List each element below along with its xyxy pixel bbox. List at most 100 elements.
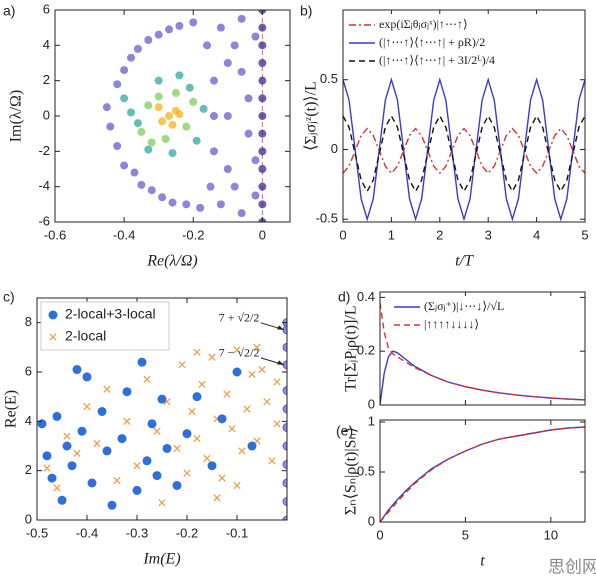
data-point [258,59,267,67]
panel-label: c) [3,289,15,305]
data-point [268,457,276,465]
axes-frame [342,9,586,223]
data-point [154,92,163,101]
data-line [380,426,585,522]
x-tick-label: -0.2 [176,525,198,540]
data-point [72,365,82,375]
data-point [273,420,281,428]
y-tick-label: -0.5 [316,211,338,226]
data-point [247,441,257,451]
data-point [233,346,241,354]
data-point [258,129,267,138]
panel-label: b) [300,3,312,19]
data-point [238,447,246,455]
y-axis-label: Re(E) [3,390,20,428]
data-point [168,149,177,158]
data-point [67,461,77,471]
data-point [127,108,136,117]
data-point [53,484,61,492]
data-point [228,425,236,433]
data-point [223,390,231,398]
data-point [218,474,226,482]
panel-label: d) [338,289,350,305]
data-point [178,360,186,369]
data-point [113,142,122,151]
data-point [189,97,198,106]
data-point [217,414,227,424]
data-line [380,302,585,401]
x-tick-label: -0.4 [113,227,135,242]
data-point [103,385,111,393]
data-point [282,404,287,414]
y-axis-label: Σₙ⟨Sₙ|ρ(t)|Sₙ⟩ [343,427,360,515]
data-point [230,182,239,191]
data-point [209,112,218,120]
data-point [117,434,127,444]
x-axis-label: Re(λ/Ω) [146,253,197,270]
legend-label: (|↑⋯↑⟩⟨↑⋯↑| + ρR)/2 [379,35,485,49]
x-tick-label: 10 [544,527,558,542]
legend-label: 2-local+3-local [65,306,156,322]
data-point [154,76,163,85]
y-tick-label: 4 [43,37,50,52]
axes-frame [379,419,586,523]
data-line [343,127,585,175]
data-point [102,103,111,112]
data-point [232,367,242,377]
data-point [258,182,267,191]
data-point [182,200,191,209]
legend-box [345,14,583,72]
data-point [258,147,267,156]
data-point [244,129,253,138]
data-point [107,500,117,510]
data-point [63,432,71,440]
data-point [122,387,132,397]
data-point [282,441,287,451]
data-point [223,112,232,120]
data-point [168,120,177,129]
axes-frame [379,291,586,406]
data-point [189,18,198,27]
x-tick-label: -0.2 [182,227,204,242]
panel-label: a) [3,3,15,19]
data-point [77,426,87,436]
data-point [158,117,167,126]
data-point [97,406,107,416]
y-tick-label: 6 [25,363,32,378]
x-tick-label: 3 [485,227,492,242]
x-tick-label: 0 [376,527,383,542]
data-point [193,348,201,356]
x-tick-label: -0.1 [226,525,248,540]
data-point [102,446,112,456]
axes-frame [54,9,291,223]
data-point [237,209,246,218]
x-tick-label: 0 [339,227,346,242]
data-point [93,439,101,448]
data-point [282,460,287,469]
data-point [183,469,191,477]
data-point [182,122,191,131]
data-point [258,365,266,374]
annotation: 7 − √2/2 [219,346,260,360]
x-tick-label: 1 [388,227,395,242]
data-point [258,76,267,85]
data-point [37,419,47,429]
data-point [137,180,146,189]
data-point [282,342,287,352]
data-point [172,480,182,490]
data-point [144,145,153,154]
data-point [162,443,172,453]
data-point [152,471,162,481]
data-point [244,94,253,103]
legend-box [390,296,570,336]
data-point [203,454,211,462]
x-axis-label: Im(E) [142,551,180,568]
data-point [106,122,115,131]
data-point [188,407,196,416]
y-tick-label: 0 [331,141,338,156]
data-point [175,21,184,30]
data-point [258,200,267,209]
y-tick-label: 0.4 [357,289,375,304]
data-point [282,423,287,432]
annotation-arrowhead [277,325,284,330]
